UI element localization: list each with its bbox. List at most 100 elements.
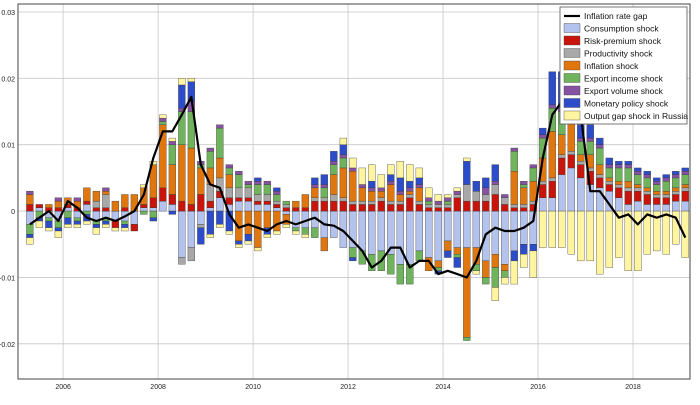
bar-segment bbox=[168, 137, 176, 142]
bar-segment bbox=[634, 210, 642, 271]
bar-segment bbox=[444, 250, 452, 258]
bar-segment bbox=[187, 78, 195, 82]
bar-segment bbox=[225, 187, 233, 198]
bar-segment bbox=[273, 207, 281, 212]
bar-segment bbox=[311, 187, 319, 198]
bar-segment bbox=[653, 197, 661, 205]
bar-segment bbox=[235, 244, 243, 248]
bar-segment bbox=[548, 71, 556, 106]
legend-swatch bbox=[563, 73, 581, 83]
bar-segment bbox=[415, 204, 423, 212]
bar-segment bbox=[605, 157, 613, 165]
bar-segment bbox=[520, 254, 528, 268]
bar-segment bbox=[54, 197, 62, 202]
bar-segment bbox=[140, 204, 148, 208]
bar-segment bbox=[45, 227, 53, 232]
bar-segment bbox=[235, 187, 243, 198]
bar-segment bbox=[463, 161, 471, 185]
bar-segment bbox=[377, 187, 385, 192]
bar-segment bbox=[92, 207, 100, 212]
bar-segment bbox=[387, 181, 395, 185]
bar-segment bbox=[653, 177, 661, 182]
bar-segment bbox=[140, 207, 148, 212]
bar-segment bbox=[596, 174, 604, 179]
bar-segment bbox=[482, 177, 490, 189]
bar-segment bbox=[463, 200, 471, 212]
bar-segment bbox=[577, 141, 585, 155]
bar-segment bbox=[225, 197, 233, 205]
bar-segment bbox=[339, 197, 347, 202]
bar-segment bbox=[168, 141, 176, 145]
bar-segment bbox=[615, 164, 623, 169]
bar-segment bbox=[121, 194, 129, 208]
bar-segment bbox=[605, 184, 613, 192]
x-tick-label: 2006 bbox=[55, 384, 71, 391]
bar-segment bbox=[662, 197, 670, 205]
bar-segment bbox=[102, 194, 110, 208]
bar-segment bbox=[548, 177, 556, 182]
bar-segment bbox=[624, 190, 632, 205]
bar-segment bbox=[558, 174, 566, 212]
bar-segment bbox=[83, 204, 91, 212]
bar-segment bbox=[358, 187, 366, 202]
bar-segment bbox=[577, 210, 585, 262]
bar-segment bbox=[216, 210, 224, 225]
bar-segment bbox=[339, 144, 347, 155]
x-tick-label: 2014 bbox=[435, 384, 451, 391]
bar-segment bbox=[168, 194, 176, 205]
bar-segment bbox=[520, 187, 528, 205]
bar-segment bbox=[681, 171, 689, 175]
bar-segment bbox=[624, 164, 632, 169]
bar-segment bbox=[368, 210, 376, 255]
bar-segment bbox=[282, 224, 290, 228]
bar-segment bbox=[567, 154, 575, 169]
bar-segment bbox=[92, 190, 100, 202]
bar-segment bbox=[615, 187, 623, 198]
bar-segment bbox=[83, 220, 91, 225]
bar-segment bbox=[681, 167, 689, 172]
bar-segment bbox=[567, 121, 575, 152]
bar-segment bbox=[586, 141, 594, 155]
bar-segment bbox=[482, 194, 490, 202]
bar-segment bbox=[472, 270, 480, 275]
bar-segment bbox=[73, 224, 81, 228]
bar-segment bbox=[282, 207, 290, 212]
bar-segment bbox=[273, 190, 281, 195]
bar-segment bbox=[377, 197, 385, 202]
bar-segment bbox=[491, 210, 499, 255]
bar-segment bbox=[662, 204, 670, 212]
bar-segment bbox=[605, 167, 613, 179]
bar-segment bbox=[244, 181, 252, 185]
bar-segment bbox=[434, 194, 442, 202]
bar-segment bbox=[206, 207, 214, 212]
bar-segment bbox=[178, 84, 186, 109]
bar-segment bbox=[358, 167, 366, 185]
bar-segment bbox=[615, 184, 623, 189]
y-tick-label: 0.01 bbox=[1, 143, 15, 150]
bar-segment bbox=[206, 184, 214, 202]
bar-segment bbox=[140, 210, 148, 215]
bar-segment bbox=[330, 200, 338, 212]
bar-segment bbox=[605, 164, 613, 169]
bar-segment bbox=[482, 260, 490, 278]
bar-segment bbox=[510, 151, 518, 172]
bar-segment bbox=[358, 184, 366, 189]
bar-segment bbox=[558, 157, 566, 175]
bar-segment bbox=[102, 187, 110, 192]
bar-segment bbox=[102, 220, 110, 225]
bar-segment bbox=[425, 207, 433, 212]
bar-segment bbox=[501, 270, 509, 278]
bar-segment bbox=[73, 217, 81, 222]
bar-segment bbox=[197, 227, 205, 245]
bar-segment bbox=[662, 210, 670, 255]
bar-segment bbox=[349, 247, 357, 258]
bar-segment bbox=[482, 200, 490, 212]
bar-segment bbox=[463, 337, 471, 341]
bar-segment bbox=[548, 131, 556, 179]
bar-segment bbox=[472, 181, 480, 192]
bar-segment bbox=[406, 190, 414, 195]
bar-segment bbox=[349, 157, 357, 169]
bar-segment bbox=[634, 167, 642, 172]
bar-segment bbox=[54, 227, 62, 232]
